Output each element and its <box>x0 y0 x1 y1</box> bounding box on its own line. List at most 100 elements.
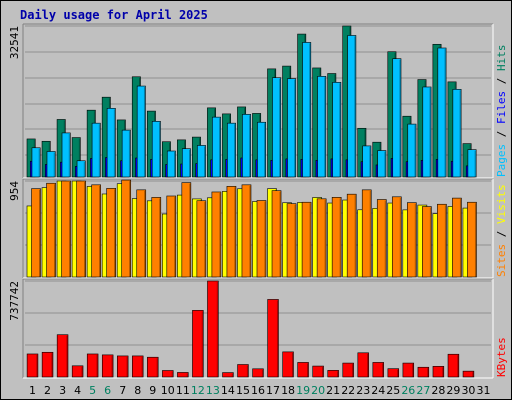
x-tick-label-day-1: 1 <box>29 384 36 397</box>
x-tick-label-day-31: 31 <box>476 384 490 397</box>
legend-: / <box>495 124 508 144</box>
x-tick-label-day-12: 12 <box>191 384 205 397</box>
legend-kbytes: KBytes <box>495 337 508 377</box>
bar-sites-day-18 <box>286 203 297 278</box>
x-tick-label-day-21: 21 <box>326 384 340 397</box>
x-tick-label-day-11: 11 <box>176 384 190 397</box>
bar-sites-day-29 <box>452 197 462 278</box>
x-tick-label-day-22: 22 <box>341 384 355 397</box>
bar-pages-day-2 <box>46 151 56 178</box>
series-legend: KBytes <box>495 337 508 377</box>
x-tick-label-day-16: 16 <box>251 384 265 397</box>
x-tick-label-day-27: 27 <box>416 384 430 397</box>
series-legend: Pages / Files / Hits <box>495 45 508 178</box>
bar-pages-day-11 <box>181 148 191 178</box>
bar-pages-day-1 <box>31 147 41 178</box>
bar-kbytes-day-10 <box>162 370 174 378</box>
x-tick-label-day-2: 2 <box>44 384 51 397</box>
x-tick-label-day-19: 19 <box>296 384 310 397</box>
x-tick-label-day-10: 10 <box>161 384 175 397</box>
bar-sites-day-15 <box>241 184 252 278</box>
bar-kbytes-day-19 <box>297 362 309 378</box>
bar-kbytes-day-6 <box>101 354 114 378</box>
chart-title: Daily usage for April 2025 <box>20 8 208 22</box>
bar-pages-day-17 <box>272 77 282 178</box>
bar-kbytes-day-12 <box>192 310 204 378</box>
x-tick-label-day-4: 4 <box>74 384 81 397</box>
bar-sites-day-23 <box>361 189 372 278</box>
bar-pages-day-10 <box>166 150 176 178</box>
bar-pages-day-4 <box>76 160 86 178</box>
panel-kbytes <box>23 279 493 378</box>
bar-kbytes-day-11 <box>177 372 189 378</box>
bar-kbytes-day-1 <box>26 353 39 378</box>
bar-pages-day-22 <box>347 35 357 178</box>
bar-kbytes-day-28 <box>432 366 445 378</box>
x-tick-label-day-18: 18 <box>281 384 295 397</box>
bar-pages-day-7 <box>121 129 131 178</box>
bar-kbytes-day-21 <box>327 370 339 378</box>
bar-sites-day-8 <box>136 189 147 278</box>
y-max-label: 954 <box>8 181 21 201</box>
bar-sites-day-20 <box>316 198 327 278</box>
bar-pages-day-28 <box>437 47 447 178</box>
bar-pages-day-25 <box>392 58 402 178</box>
y-max-label: 737742 <box>8 281 21 321</box>
bar-sites-day-3 <box>61 180 71 278</box>
bar-pages-day-6 <box>106 108 116 178</box>
x-tick-label-day-29: 29 <box>446 384 460 397</box>
legend-visits: Visits <box>495 184 508 224</box>
x-tick-label-day-23: 23 <box>356 384 370 397</box>
bar-pages-day-26 <box>407 123 417 178</box>
bar-kbytes-day-23 <box>357 352 369 378</box>
bar-sites-day-28 <box>437 203 447 278</box>
y-max-label: 32541 <box>8 26 21 59</box>
x-tick-label-day-7: 7 <box>119 384 126 397</box>
x-tick-label-day-6: 6 <box>104 384 111 397</box>
bar-kbytes-day-5 <box>86 353 99 378</box>
x-tick-label-day-8: 8 <box>134 384 141 397</box>
bar-kbytes-day-15 <box>237 364 249 378</box>
bar-sites-day-14 <box>226 186 237 278</box>
bar-pages-day-24 <box>377 150 387 178</box>
bar-sites-day-19 <box>301 201 312 278</box>
legend-sites: Sites <box>495 244 508 277</box>
bar-sites-day-5 <box>91 184 101 278</box>
bar-pages-day-14 <box>227 122 236 178</box>
bar-kbytes-day-25 <box>387 368 400 378</box>
bar-kbytes-day-14 <box>222 372 234 378</box>
bar-kbytes-day-2 <box>41 351 54 378</box>
bar-sites-day-16 <box>256 200 267 278</box>
bar-kbytes-day-18 <box>282 351 294 378</box>
legend-: / <box>495 224 508 244</box>
bar-sites-day-21 <box>331 197 342 278</box>
bar-pages-day-3 <box>61 132 71 178</box>
bar-sites-day-9 <box>151 197 162 278</box>
bar-sites-day-30 <box>467 201 477 278</box>
bar-kbytes-day-3 <box>56 334 69 378</box>
x-tick-label-day-25: 25 <box>386 384 400 397</box>
bar-sites-day-2 <box>46 182 56 278</box>
x-tick-label-day-30: 30 <box>461 384 475 397</box>
legend-hits: Hits <box>495 45 508 72</box>
bar-kbytes-day-4 <box>71 365 84 378</box>
bar-pages-day-12 <box>197 145 206 178</box>
bar-pages-day-29 <box>452 88 462 178</box>
bar-pages-day-8 <box>136 85 146 178</box>
bar-kbytes-day-20 <box>312 365 324 378</box>
bar-sites-day-24 <box>376 199 387 278</box>
bar-kbytes-day-30 <box>462 370 475 378</box>
bar-sites-day-17 <box>271 190 282 278</box>
x-tick-label-day-9: 9 <box>149 384 156 397</box>
bar-sites-day-1 <box>31 188 41 278</box>
bar-kbytes-day-26 <box>402 362 415 378</box>
x-tick-label-day-28: 28 <box>431 384 445 397</box>
bar-pages-day-19 <box>302 42 312 178</box>
legend-files: Files <box>495 91 508 124</box>
bar-kbytes-day-7 <box>116 355 129 378</box>
x-tick-label-day-14: 14 <box>221 384 235 397</box>
bar-sites-day-4 <box>76 180 86 278</box>
bar-sites-day-11 <box>181 182 192 278</box>
bar-sites-day-26 <box>407 202 417 278</box>
